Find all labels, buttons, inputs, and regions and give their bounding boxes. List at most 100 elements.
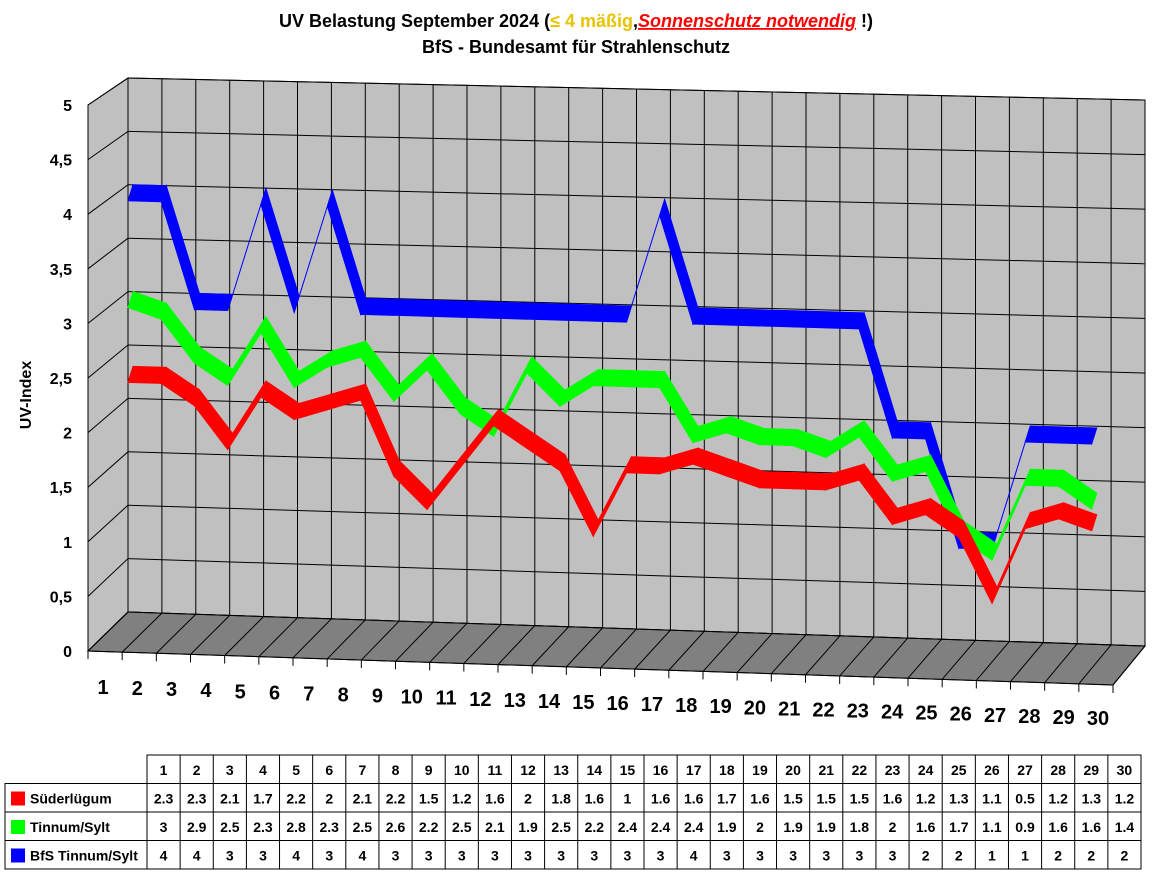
table-cell: 1.6	[750, 791, 770, 807]
table-header-cell: 20	[785, 762, 801, 778]
table-cell: 2.4	[651, 819, 671, 835]
table-cell: 2.4	[618, 819, 638, 835]
data-table: 1 2 3 4 5 6 7 8 9 10 11 12 13 14 15 16 17 18 19 20 21 22 23 24 2…	[4, 754, 1142, 870]
table-cell: 3	[657, 848, 665, 864]
table-cell: 2	[922, 848, 930, 864]
table-cell: 3	[789, 848, 797, 864]
table-cell: 2.6	[386, 819, 406, 835]
table-header-cell: 4	[259, 762, 267, 778]
table-cell: 1.6	[651, 791, 671, 807]
table-cell: 2.3	[253, 819, 273, 835]
table-header-cell: 19	[752, 762, 768, 778]
table-header-cell: 2	[193, 762, 201, 778]
table-header-cell: 13	[553, 762, 569, 778]
x-tick-label: 19	[709, 696, 731, 718]
x-tick-label: 7	[303, 683, 314, 705]
table-header-cell: 6	[325, 762, 333, 778]
table-cell: 0.9	[1015, 819, 1035, 835]
table-cell: 1.6	[485, 791, 505, 807]
x-tick-labels: 1 2 3 4 5 6 7 8 9 10 11 12 13 14 15 16 17 18 19 20 21 22 23 24 2…	[97, 677, 1109, 730]
table-cell: 2.5	[452, 819, 472, 835]
legend-entry: Tinnum/Sylt	[30, 819, 110, 835]
table-cell: 2.9	[187, 819, 207, 835]
table-cell: 2.2	[419, 819, 439, 835]
y-axis-label: UV-Index	[18, 361, 35, 430]
table-header-cell: 24	[918, 762, 934, 778]
table-cell: 1.1	[982, 791, 1002, 807]
table-header-cell: 7	[358, 762, 366, 778]
table-cell: 1.6	[1082, 819, 1102, 835]
table-cell: 1.6	[684, 791, 704, 807]
table-header-cell: 10	[454, 762, 470, 778]
table-header-cell: 5	[292, 762, 300, 778]
x-tick-label: 18	[675, 695, 697, 717]
table-header-cell: 12	[520, 762, 536, 778]
table-cell: 1.2	[1115, 791, 1135, 807]
table-cell: 3	[590, 848, 598, 864]
x-tick-label: 15	[572, 692, 594, 714]
table-cell: 1.8	[551, 791, 571, 807]
x-tick-label: 5	[235, 681, 246, 703]
x-tick-label: 26	[950, 704, 972, 726]
y-tick-label: 1	[63, 535, 72, 552]
table-cell: 1.4	[1115, 819, 1135, 835]
x-tick-label: 2	[132, 678, 143, 700]
table-cell: 0.5	[1015, 791, 1035, 807]
table-cell: 3	[325, 848, 333, 864]
table-cell: 3	[855, 848, 863, 864]
table-cell: 2.1	[485, 819, 505, 835]
table-cell: 3	[822, 848, 830, 864]
chart-subtitle: BfS - Bundesamt für Strahlenschutz	[422, 37, 730, 57]
table-header-cell: 16	[653, 762, 669, 778]
table-header-cell: 22	[852, 762, 868, 778]
table-header-cell: 8	[392, 762, 400, 778]
table-cell: 2	[756, 819, 764, 835]
table-cell: 1.5	[816, 791, 836, 807]
y-tick-label: 0	[63, 644, 72, 661]
table-header-cell: 27	[1017, 762, 1033, 778]
x-tick-label: 6	[269, 682, 280, 704]
table-cell: 1.6	[1048, 819, 1068, 835]
x-tick-label: 30	[1087, 708, 1109, 730]
table-cell: 1	[624, 791, 632, 807]
legend-entry: BfS Tinnum/Sylt	[30, 848, 138, 864]
y-tick-label: 3	[63, 316, 72, 333]
table-cell: 2.3	[187, 791, 207, 807]
table-cell: 1.3	[1082, 791, 1102, 807]
table-header-cell: 21	[818, 762, 834, 778]
table-cell: 4	[193, 848, 201, 864]
x-tick-label: 28	[1018, 706, 1040, 728]
table-cell: 3	[458, 848, 466, 864]
table-cell: 4	[358, 848, 366, 864]
legend-swatch	[11, 791, 25, 806]
y-tick-label: 4,5	[50, 153, 72, 170]
x-tick-label: 10	[401, 687, 423, 709]
legend-entry: Süderlügum	[30, 791, 112, 807]
x-tick-label: 14	[538, 691, 561, 713]
x-tick-label: 3	[166, 679, 177, 701]
table-header-cell: 28	[1050, 762, 1066, 778]
table-cell: 4	[690, 848, 698, 864]
series-bfs-tinnum-sylt	[127, 184, 1098, 550]
x-tick-label: 1	[97, 677, 108, 699]
y-tick-label: 2,5	[50, 371, 72, 388]
table-cell: 1.6	[585, 791, 605, 807]
table-cell: 1.9	[783, 819, 803, 835]
table-cell: 3	[259, 848, 267, 864]
table-cell: 3	[624, 848, 632, 864]
table-cell: 2.3	[154, 791, 174, 807]
table-header-cell: 23	[885, 762, 901, 778]
x-tick-label: 16	[607, 693, 629, 715]
table-cell: 3	[226, 848, 234, 864]
table-cell: 2.2	[386, 791, 406, 807]
table-header-cell: 29	[1084, 762, 1100, 778]
table-cell: 1.5	[850, 791, 870, 807]
table-cell: 3	[160, 819, 168, 835]
left-wall	[87, 77, 129, 653]
title-part-3: ,	[633, 11, 638, 31]
table-cell: 4	[292, 848, 300, 864]
table-header-cell: 11	[487, 762, 502, 778]
y-tick-label: 3,5	[50, 262, 72, 279]
table-cell: 2	[1054, 848, 1062, 864]
